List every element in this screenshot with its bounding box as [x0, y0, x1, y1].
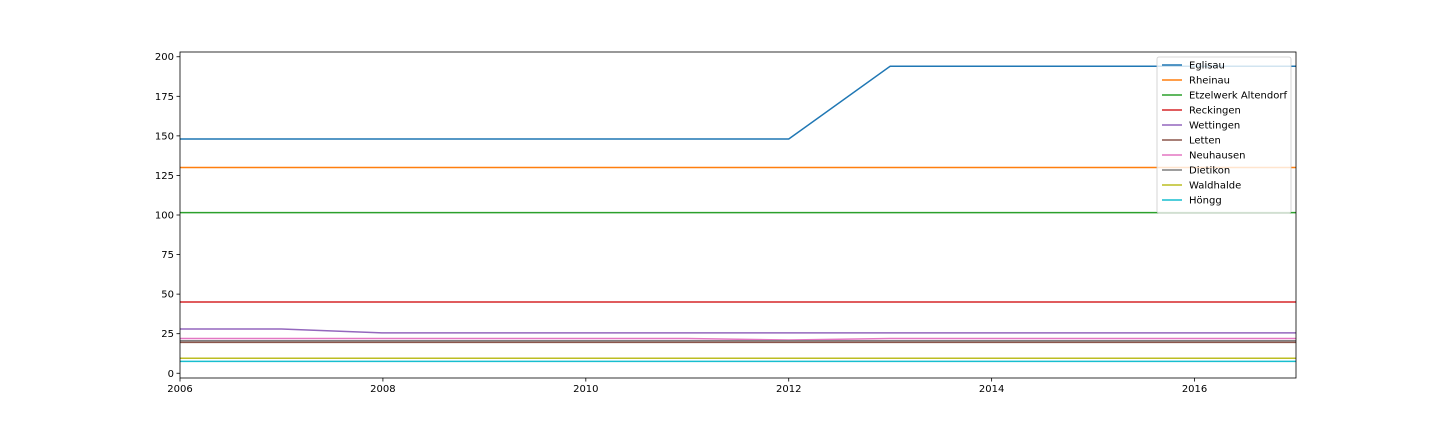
series-layer	[180, 65, 1296, 363]
y-tick-label: 200	[155, 52, 174, 63]
legend-label: Letten	[1189, 136, 1221, 147]
legend-label: Neuhausen	[1189, 151, 1245, 162]
legend-label: Waldhalde	[1189, 181, 1241, 192]
y-tick-label: 175	[155, 92, 174, 103]
legend-label: Dietikon	[1189, 166, 1230, 177]
y-tick-label: 125	[155, 171, 174, 182]
x-tick-label: 2006	[167, 384, 192, 395]
legend-box	[1156, 56, 1292, 214]
y-tick-label: 75	[161, 250, 174, 261]
legend-label: Etzelwerk Altendorf	[1189, 91, 1287, 102]
axes-layer: 2006 2008 2010 2012 2014 2016 0 25 50 75 100 125 150…	[155, 51, 1297, 395]
y-tick-label: 150	[155, 131, 174, 142]
x-tick-label: 2012	[776, 384, 801, 395]
series-line-neuhausen	[180, 337, 1296, 341]
series-line-wettingen	[180, 328, 1296, 334]
x-tick-label: 2010	[573, 384, 598, 395]
series-line-eglisau	[180, 65, 1296, 140]
y-tick-label: 25	[161, 329, 174, 340]
y-tick-label: 0	[168, 369, 174, 380]
plot-frame	[179, 51, 1297, 379]
legend-label: Rheinau	[1189, 76, 1230, 87]
legend: Eglisau Rheinau Etzelwerk Altendorf Recking…	[1156, 56, 1292, 214]
y-tick-label: 100	[155, 211, 174, 222]
legend-label: Wettingen	[1189, 121, 1240, 132]
y-tick-label: 50	[161, 290, 174, 301]
legend-label: Höngg	[1189, 196, 1222, 207]
x-tick-label: 2016	[1182, 384, 1207, 395]
x-tick-label: 2014	[979, 384, 1004, 395]
x-tick-label: 2008	[370, 384, 395, 395]
legend-label: Eglisau	[1189, 61, 1225, 72]
legend-label: Reckingen	[1189, 106, 1241, 117]
